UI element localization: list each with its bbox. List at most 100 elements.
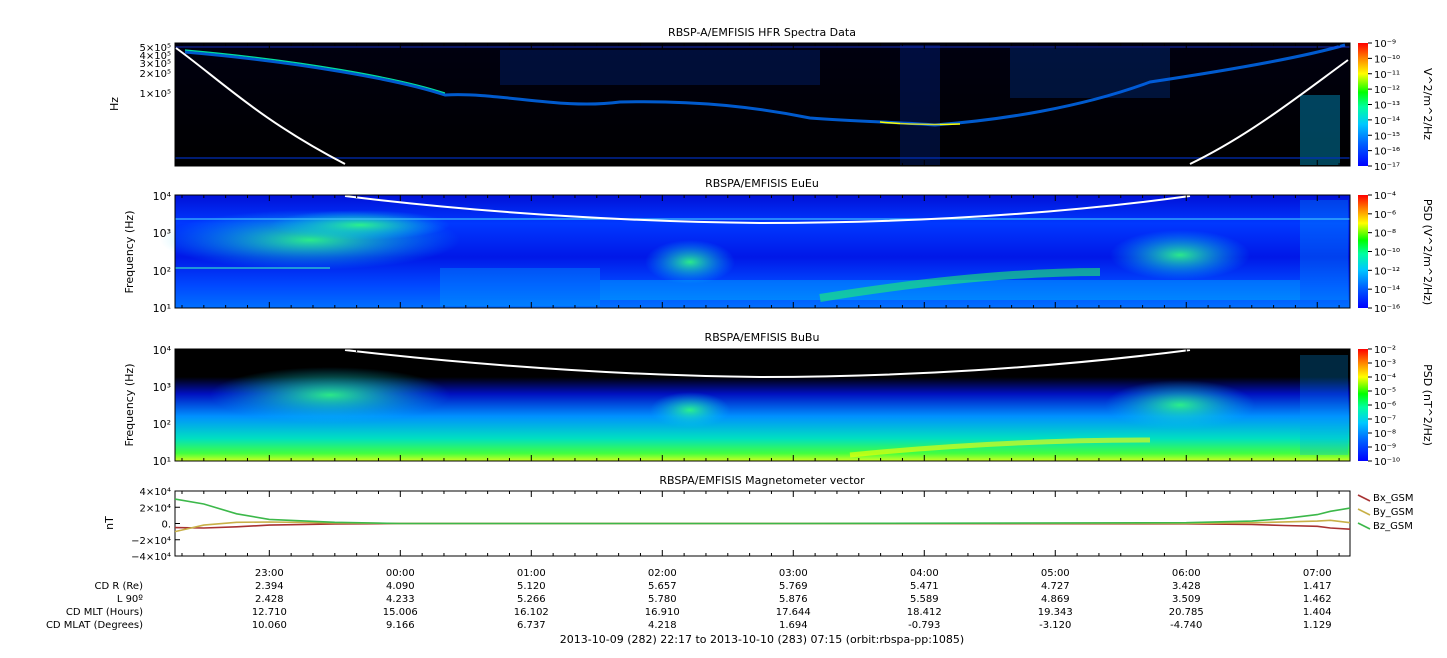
bubu-fce-line <box>344 349 1191 379</box>
colorbar-tick-label: 10⁻¹¹ <box>1374 70 1400 81</box>
mag-yticks: 4×10⁴ 2×10⁴ 0. −2×10⁴ −4×10⁴ <box>131 487 180 563</box>
eueu-emissions <box>160 200 1350 306</box>
footer-time-range: 2013-10-09 (282) 22:17 to 2013-10-10 (28… <box>560 633 964 646</box>
eueu-ytick-1e4: 10⁴ <box>153 190 172 203</box>
bubu-colorbar-label: PSD (nT^2/Hz) <box>1421 364 1434 446</box>
mag-ytick-label: 2×10⁴ <box>140 503 171 514</box>
eueu-ytick-1e2: 10² <box>153 265 171 278</box>
hfr-title: RBSP-A/EMFISIS HFR Spectra Data <box>668 26 856 39</box>
hfr-ytick-1e5: 1×10⁵ <box>140 89 171 100</box>
ephemeris-cell: 4.090 <box>386 581 415 592</box>
hfr-frame <box>174 42 1351 167</box>
eueu-colorbar-ticks: 10⁻⁴ 10⁻⁶ 10⁻⁸ 10⁻¹⁰ 10⁻¹² 10⁻¹⁴ 10⁻¹⁶ <box>1368 191 1400 315</box>
eueu-ylabel: Frequency (Hz) <box>123 211 136 294</box>
hfr-colorbar <box>1358 43 1368 166</box>
hfr-plot-area <box>175 43 1350 166</box>
legend-swatch <box>1357 508 1371 516</box>
ephemeris-cell: 12.710 <box>252 607 287 618</box>
hfr-ytick-4e5: 4×10⁵ <box>140 51 171 62</box>
ephemeris-cell: 1.129 <box>1303 620 1332 631</box>
x-tick-label: 05:00 <box>1041 568 1070 579</box>
colorbar-tick-label: 10⁻¹⁶ <box>1374 147 1400 158</box>
ephemeris-cell: 1.417 <box>1303 581 1332 592</box>
colorbar-tick-label: 10⁻⁷ <box>1374 415 1396 426</box>
bubu-ylabel: Frequency (Hz) <box>123 364 136 447</box>
ephemeris-row-label: L 90º <box>117 594 143 605</box>
eueu-ytick-1e3: 10³ <box>153 227 171 240</box>
ephemeris-cell: 5.589 <box>910 594 939 605</box>
ephemeris-cell: 1.404 <box>1303 607 1332 618</box>
mag-ytick-label: 4×10⁴ <box>140 487 171 498</box>
panel-eueu: RBSPA/EMFISIS EuEu 10⁴ 10³ 10² 10¹ Frequ… <box>123 177 1434 315</box>
x-tick-label: 06:00 <box>1172 568 1201 579</box>
ephemeris-cell: -4.740 <box>1170 620 1202 631</box>
ephemeris-cell: 5.657 <box>648 581 677 592</box>
ephemeris-cell: 5.471 <box>910 581 939 592</box>
ephemeris-cell: 18.412 <box>907 607 942 618</box>
colorbar-tick-label: 10⁻⁶ <box>1374 401 1396 412</box>
bubu-title: RBSPA/EMFISIS BuBu <box>705 331 820 344</box>
ephemeris-cell: 3.428 <box>1172 581 1201 592</box>
bubu-frame <box>174 348 1351 462</box>
ephemeris-cell: 16.102 <box>514 607 549 618</box>
ephemeris-cell: 5.780 <box>648 594 677 605</box>
colorbar-tick-label: 10⁻¹³ <box>1374 101 1400 112</box>
eueu-fce-line <box>344 195 1191 225</box>
x-axis-ticks <box>181 43 1340 556</box>
colorbar-tick-label: 10⁻¹² <box>1374 266 1400 277</box>
colorbar-tick-label: 10⁻⁸ <box>1374 429 1396 440</box>
legend-label: By_GSM <box>1373 507 1414 518</box>
ephemeris-cell: 9.166 <box>386 620 415 631</box>
ephemeris-cell: 15.006 <box>383 607 418 618</box>
bubu-colorbar-ticks: 10⁻² 10⁻³ 10⁻⁴ 10⁻⁵ 10⁻⁶ 10⁻⁷ 10⁻⁸ 10⁻⁹ 10⁻¹⁰ <box>1368 345 1400 468</box>
ephemeris-cell: -0.793 <box>908 620 940 631</box>
x-tick-label: 23:00 <box>255 568 284 579</box>
colorbar-tick-label: 10⁻⁹ <box>1374 39 1396 50</box>
mag-ytick-label: −4×10⁴ <box>131 552 171 563</box>
ephemeris-cell: 6.737 <box>517 620 546 631</box>
hfr-ylabel: Hz <box>108 97 121 111</box>
eueu-colorbar-label: PSD (V^2/m^2/Hz) <box>1421 199 1434 305</box>
ephemeris-cell: 20.785 <box>1169 607 1204 618</box>
x-tick-label: 07:00 <box>1303 568 1332 579</box>
bubu-ytick-1e3: 10³ <box>153 381 171 394</box>
colorbar-tick-label: 10⁻⁴ <box>1374 373 1396 384</box>
hfr-ytick-2e5: 2×10⁵ <box>140 69 171 80</box>
colorbar-tick-label: 10⁻⁹ <box>1374 443 1396 454</box>
panel-hfr: RBSP-A/EMFISIS HFR Spectra Data 5×10⁵ 4×… <box>108 26 1434 173</box>
hfr-plasma-line-left <box>175 47 346 165</box>
mag-ytick-label: 0. <box>161 520 171 531</box>
legend-swatch <box>1357 494 1371 502</box>
bubu-colorbar <box>1358 349 1368 461</box>
hfr-ytick-3e5: 3×10⁵ <box>140 59 171 70</box>
eueu-colorbar <box>1358 195 1368 308</box>
ephemeris-cell: 2.394 <box>255 581 284 592</box>
ephemeris-cell: 10.060 <box>252 620 287 631</box>
ephemeris-row-label: CD MLT (Hours) <box>66 607 143 618</box>
panel-magnetometer: RBSPA/EMFISIS Magnetometer vector 4×10⁴ 2… <box>103 474 1414 563</box>
legend-label: Bx_GSM <box>1373 493 1414 504</box>
hfr-colorbar-ticks: 10⁻⁹ 10⁻¹⁰ 10⁻¹¹ 10⁻¹² 10⁻¹³ 10⁻¹⁴ 10⁻¹⁵ 10⁻¹⁶ 1… <box>1368 39 1400 173</box>
ephemeris-row-label: CD MLAT (Degrees) <box>46 620 143 631</box>
ephemeris-cell: 19.343 <box>1038 607 1073 618</box>
bubu-ytick-1e1: 10¹ <box>153 455 171 468</box>
eueu-title: RBSPA/EMFISIS EuEu <box>705 177 819 190</box>
colorbar-tick-label: 10⁻⁵ <box>1374 387 1396 398</box>
bubu-ytick-1e4: 10⁴ <box>153 344 172 357</box>
mag-ytick-label: −2×10⁴ <box>131 536 171 547</box>
ephemeris-table: 23:00 00:00 01:00 02:00 03:00 04:00 05:00 06:00… <box>46 568 1332 631</box>
colorbar-tick-label: 10⁻¹⁴ <box>1374 116 1400 127</box>
ephemeris-cell: 5.876 <box>779 594 808 605</box>
colorbar-tick-label: 10⁻³ <box>1374 359 1396 370</box>
colorbar-tick-label: 10⁻¹⁶ <box>1374 304 1400 315</box>
ephemeris-cell: 4.869 <box>1041 594 1070 605</box>
panel-bubu: RBSPA/EMFISIS BuBu 10⁴ 10³ 10² 10¹ Frequ… <box>123 331 1434 468</box>
ephemeris-cell: 5.266 <box>517 594 546 605</box>
colorbar-tick-label: 10⁻¹² <box>1374 85 1400 96</box>
colorbar-tick-label: 10⁻² <box>1374 345 1396 356</box>
ephemeris-cell: 4.233 <box>386 594 415 605</box>
colorbar-tick-label: 10⁻⁸ <box>1374 229 1396 240</box>
mag-series-bz-gsm <box>174 498 1351 525</box>
hfr-colorbar-label: V^2/m^2/Hz <box>1421 68 1434 140</box>
